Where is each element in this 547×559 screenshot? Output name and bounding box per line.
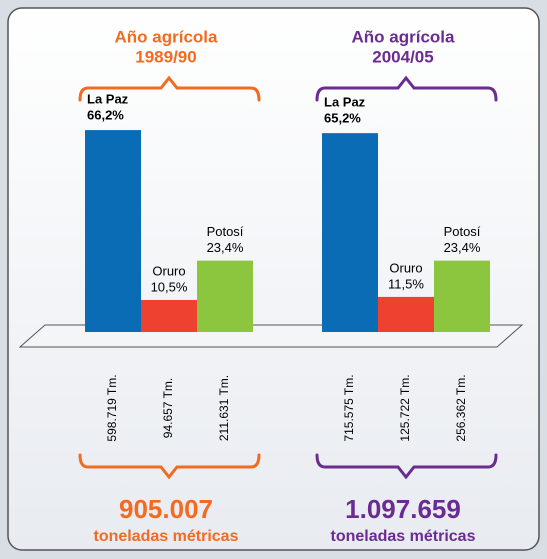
group-title: Año agrícola: [352, 27, 456, 46]
category-label: La Paz: [87, 92, 129, 107]
value-label: 66,2%: [87, 108, 124, 123]
tonnage-label: 211.631 Tm.: [217, 375, 231, 441]
total: 905.007: [119, 494, 213, 524]
top-bracket: [315, 75, 498, 102]
category-label: Potosí: [444, 224, 481, 239]
category-label: Potosí: [207, 224, 244, 239]
tonnage-label: 256.362 Tm.: [454, 374, 468, 441]
value-label: 23,4%: [207, 240, 244, 255]
total: 1.097.659: [345, 494, 461, 524]
total-unit: toneladas métricas: [94, 528, 239, 545]
bar: [141, 299, 197, 332]
category-label: Oruro: [389, 260, 422, 275]
value-label: 65,2%: [324, 111, 361, 126]
group-subtitle: 1989/90: [135, 47, 196, 66]
value-label: 11,5%: [388, 276, 424, 291]
bottom-bracket: [315, 453, 498, 480]
bar: [434, 260, 490, 332]
category-label: Oruro: [152, 263, 185, 278]
bar: [197, 260, 253, 332]
group-subtitle: 2004/05: [372, 47, 433, 66]
tonnage-label: 94.657 Tm.: [161, 378, 175, 438]
tonnage-label: 598.719 Tm.: [105, 374, 119, 441]
tonnage-label: 125.722 Tm.: [398, 374, 412, 441]
top-bracket: [78, 75, 261, 102]
bar: [378, 296, 434, 332]
bar: [85, 130, 141, 332]
tonnage-label: 715.575 Tm.: [342, 374, 356, 441]
value-label: 10,5%: [151, 279, 188, 294]
bottom-bracket: [78, 453, 261, 480]
category-label: La Paz: [324, 95, 366, 110]
total-unit: toneladas métricas: [331, 528, 476, 545]
group-title: Año agrícola: [115, 27, 219, 46]
value-label: 23,4%: [444, 240, 481, 255]
bar: [322, 133, 378, 332]
